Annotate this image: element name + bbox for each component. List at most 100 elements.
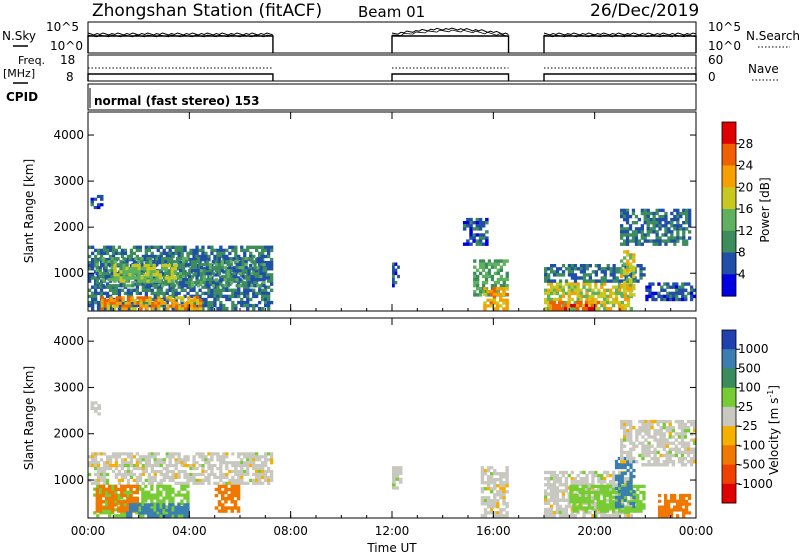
heatmap-cell [570, 297, 574, 302]
heatmap-cell [587, 487, 591, 492]
heatmap-cell [267, 276, 271, 280]
heatmap-cell [476, 284, 480, 288]
heatmap-cell [655, 211, 659, 216]
heatmap-cell [264, 461, 268, 465]
heatmap-cell [649, 221, 653, 225]
heatmap-cell [267, 478, 271, 482]
heatmap-cell [478, 239, 483, 243]
heatmap-cell [141, 490, 145, 494]
heatmap-cell [493, 493, 497, 497]
heatmap-cell [177, 458, 181, 462]
heatmap-cell [153, 291, 157, 296]
heatmap-cell [636, 509, 640, 513]
heatmap-cell [394, 268, 398, 272]
heatmap-cell [91, 294, 95, 299]
heatmap-cell [131, 264, 135, 268]
heatmap-cell [558, 510, 563, 515]
heatmap-cell [264, 294, 268, 299]
heatmap-cell [611, 487, 616, 492]
heatmap-cell [122, 267, 126, 271]
heatmap-cell [578, 497, 582, 501]
heatmap-cell [205, 278, 210, 282]
heatmap-cell [567, 297, 571, 302]
heatmap-cell [555, 270, 560, 274]
heatmap-cell [261, 291, 265, 296]
heatmap-cell [649, 211, 653, 216]
heatmap-cell [243, 452, 247, 456]
heatmap-cell [144, 260, 148, 265]
heatmap-cell [600, 300, 604, 305]
heatmap-cell [234, 481, 238, 485]
heatmap-cell [180, 461, 184, 465]
heatmap-cell [138, 503, 142, 507]
heatmap-cell [676, 217, 680, 222]
freq-trace-segment [543, 73, 697, 81]
heatmap-cell [623, 284, 627, 288]
heatmap-cell [561, 288, 565, 292]
heatmap-cell [258, 469, 262, 474]
heatmap-cell [138, 508, 142, 512]
heatmap-cell [270, 475, 274, 479]
heatmap-cell [168, 508, 172, 512]
heatmap-cell [180, 458, 184, 462]
heatmap-cell [626, 271, 630, 276]
heatmap-cell [126, 455, 131, 459]
heatmap-cell [611, 500, 616, 504]
heatmap-cell [202, 272, 207, 276]
heatmap-cell [126, 514, 130, 518]
heatmap-cell [106, 301, 110, 305]
heatmap-cell [161, 281, 165, 285]
heatmap-cell [668, 460, 672, 464]
heatmap-cell [632, 256, 636, 260]
heatmap-cell [670, 511, 674, 515]
heatmap-cell [187, 278, 192, 282]
heatmap-cell [144, 288, 148, 292]
heatmap-cell [664, 217, 668, 222]
heatmap-cell [492, 307, 497, 311]
heatmap-cell [499, 304, 503, 308]
heatmap-cell [473, 265, 477, 269]
heatmap-cell [617, 456, 621, 461]
heatmap-cell [201, 300, 205, 305]
heatmap-cell [174, 452, 178, 456]
heatmap-cell [623, 498, 627, 503]
heatmap-cell [241, 257, 245, 261]
heatmap-cell [615, 276, 619, 280]
heatmap-cell [602, 493, 607, 498]
heatmap-cell [659, 426, 663, 430]
heatmap-cell [135, 481, 139, 485]
heatmap-cell [158, 273, 162, 277]
heatmap-cell [159, 254, 163, 259]
heatmap-cell [183, 461, 187, 465]
heatmap-cell [681, 288, 685, 292]
heatmap-cell [628, 233, 633, 237]
heatmap-cell [243, 251, 247, 256]
heatmap-cell [116, 263, 120, 267]
heatmap-cell [108, 248, 113, 253]
heatmap-cell [549, 473, 554, 478]
heatmap-cell [620, 489, 624, 494]
heatmap-cell [91, 257, 95, 262]
heatmap-cell [667, 239, 671, 243]
heatmap-cell [150, 481, 154, 485]
heatmap-cell [578, 503, 582, 507]
heatmap-cell [147, 245, 151, 249]
heatmap-cell [184, 260, 189, 264]
heatmap-cell [192, 251, 196, 256]
heatmap-cell [226, 284, 230, 288]
heatmap-cell [635, 460, 639, 464]
heatmap-cell [207, 303, 211, 308]
heatmap-cell [659, 453, 663, 458]
heatmap-cell [558, 288, 563, 292]
heatmap-cell [193, 281, 198, 285]
heatmap-cell [152, 270, 156, 274]
heatmap-cell [211, 281, 215, 285]
heatmap-cell [632, 495, 636, 500]
heatmap-cell [247, 278, 251, 282]
heatmap-cell [195, 254, 199, 259]
heatmap-cell [252, 452, 256, 456]
heatmap-cell [244, 275, 248, 279]
heatmap-cell [673, 217, 677, 222]
heatmap-cell [569, 487, 573, 492]
heatmap-cell [597, 291, 601, 296]
